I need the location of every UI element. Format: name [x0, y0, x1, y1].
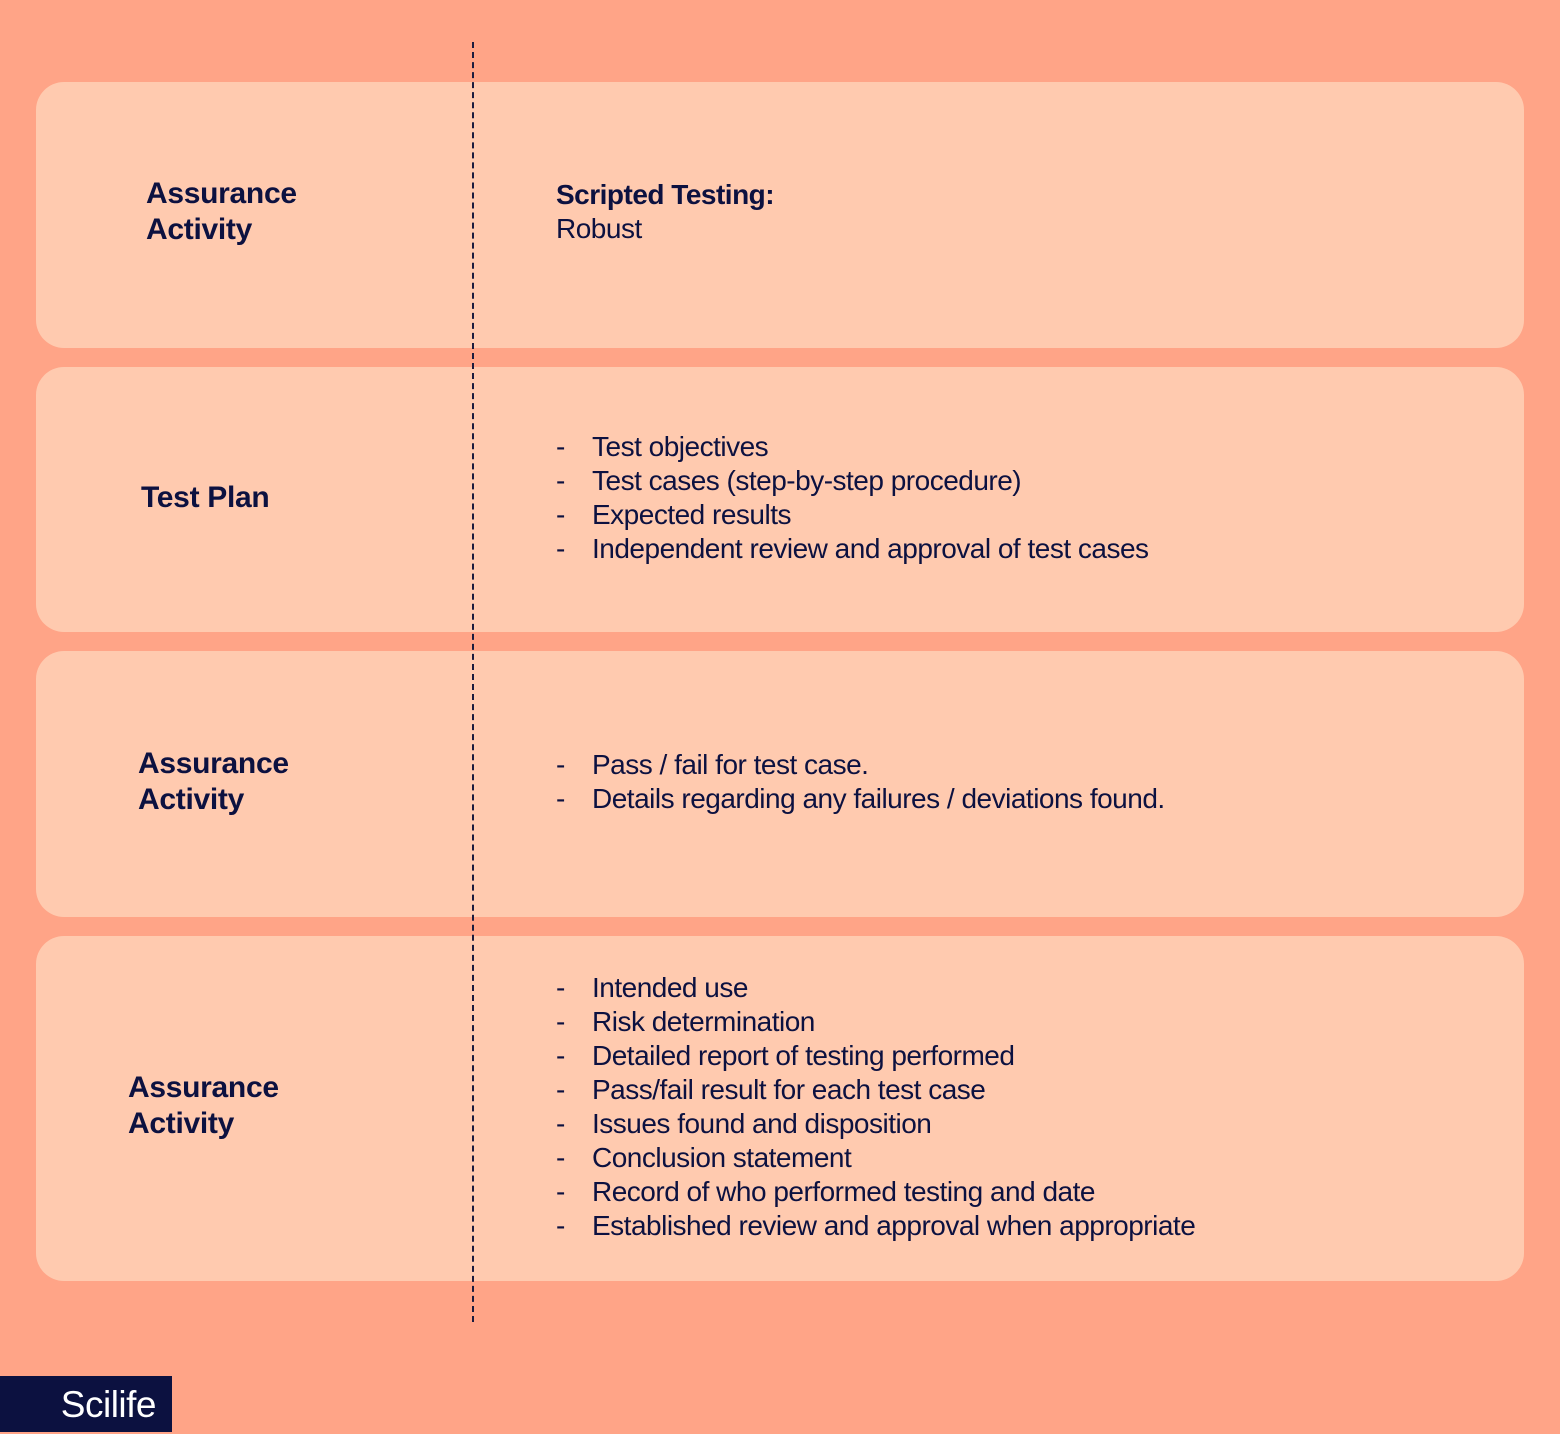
row-label-line: Activity — [146, 213, 252, 246]
row-label: Assurance Activity — [128, 1070, 279, 1142]
list-item: Risk determination — [556, 1005, 1195, 1039]
row-label: Test Plan — [141, 480, 270, 516]
list-item: Independent review and approval of test … — [556, 532, 1149, 566]
list-item: Detailed report of testing performed — [556, 1039, 1195, 1073]
list-item: Pass/fail result for each test case — [556, 1073, 1195, 1107]
row-card-report: Assurance Activity Intended use Risk det… — [36, 936, 1524, 1281]
row-label: Assurance Activity — [138, 746, 289, 818]
row-label: Assurance Activity — [146, 176, 297, 248]
row-card-pass-fail: Assurance Activity Pass / fail for test … — [36, 651, 1524, 917]
list-item: Record of who performed testing and date — [556, 1175, 1195, 1209]
row-card-scripted-testing: Assurance Activity Scripted Testing: Rob… — [36, 82, 1524, 348]
row-content: Test objectives Test cases (step-by-step… — [556, 430, 1149, 566]
dashed-column-divider — [472, 42, 474, 1322]
row-content: Intended use Risk determination Detailed… — [556, 971, 1196, 1243]
row-label-line: Test Plan — [141, 481, 270, 514]
list-item: Expected results — [556, 498, 1149, 532]
row-label-line: Assurance — [138, 747, 289, 780]
list-item: Intended use — [556, 971, 1195, 1005]
list-item: Conclusion statement — [556, 1141, 1195, 1175]
list-item: Pass / fail for test case. — [556, 748, 1165, 782]
row-label-line: Activity — [138, 783, 244, 816]
row-label-line: Activity — [128, 1107, 234, 1140]
row-subheading: Robust — [556, 213, 642, 244]
list-item: Issues found and disposition — [556, 1107, 1195, 1141]
row-card-test-plan: Test Plan Test objectives Test cases (st… — [36, 367, 1524, 632]
row-label-line: Assurance — [128, 1071, 279, 1104]
list-item: Established review and approval when app… — [556, 1209, 1196, 1243]
bullet-list: Intended use Risk determination Detailed… — [556, 971, 1196, 1243]
bullet-list: Pass / fail for test case. Details regar… — [556, 748, 1165, 816]
scilife-logo: Scilife — [0, 1376, 172, 1432]
row-label-line: Assurance — [146, 177, 297, 210]
row-content: Scripted Testing: Robust — [556, 178, 775, 246]
list-item: Test objectives — [556, 430, 1149, 464]
list-item: Details regarding any failures / deviati… — [556, 782, 1165, 816]
row-content: Pass / fail for test case. Details regar… — [556, 748, 1165, 816]
list-item: Test cases (step-by-step procedure) — [556, 464, 1149, 498]
row-heading: Scripted Testing: — [556, 179, 775, 210]
bullet-list: Test objectives Test cases (step-by-step… — [556, 430, 1149, 566]
